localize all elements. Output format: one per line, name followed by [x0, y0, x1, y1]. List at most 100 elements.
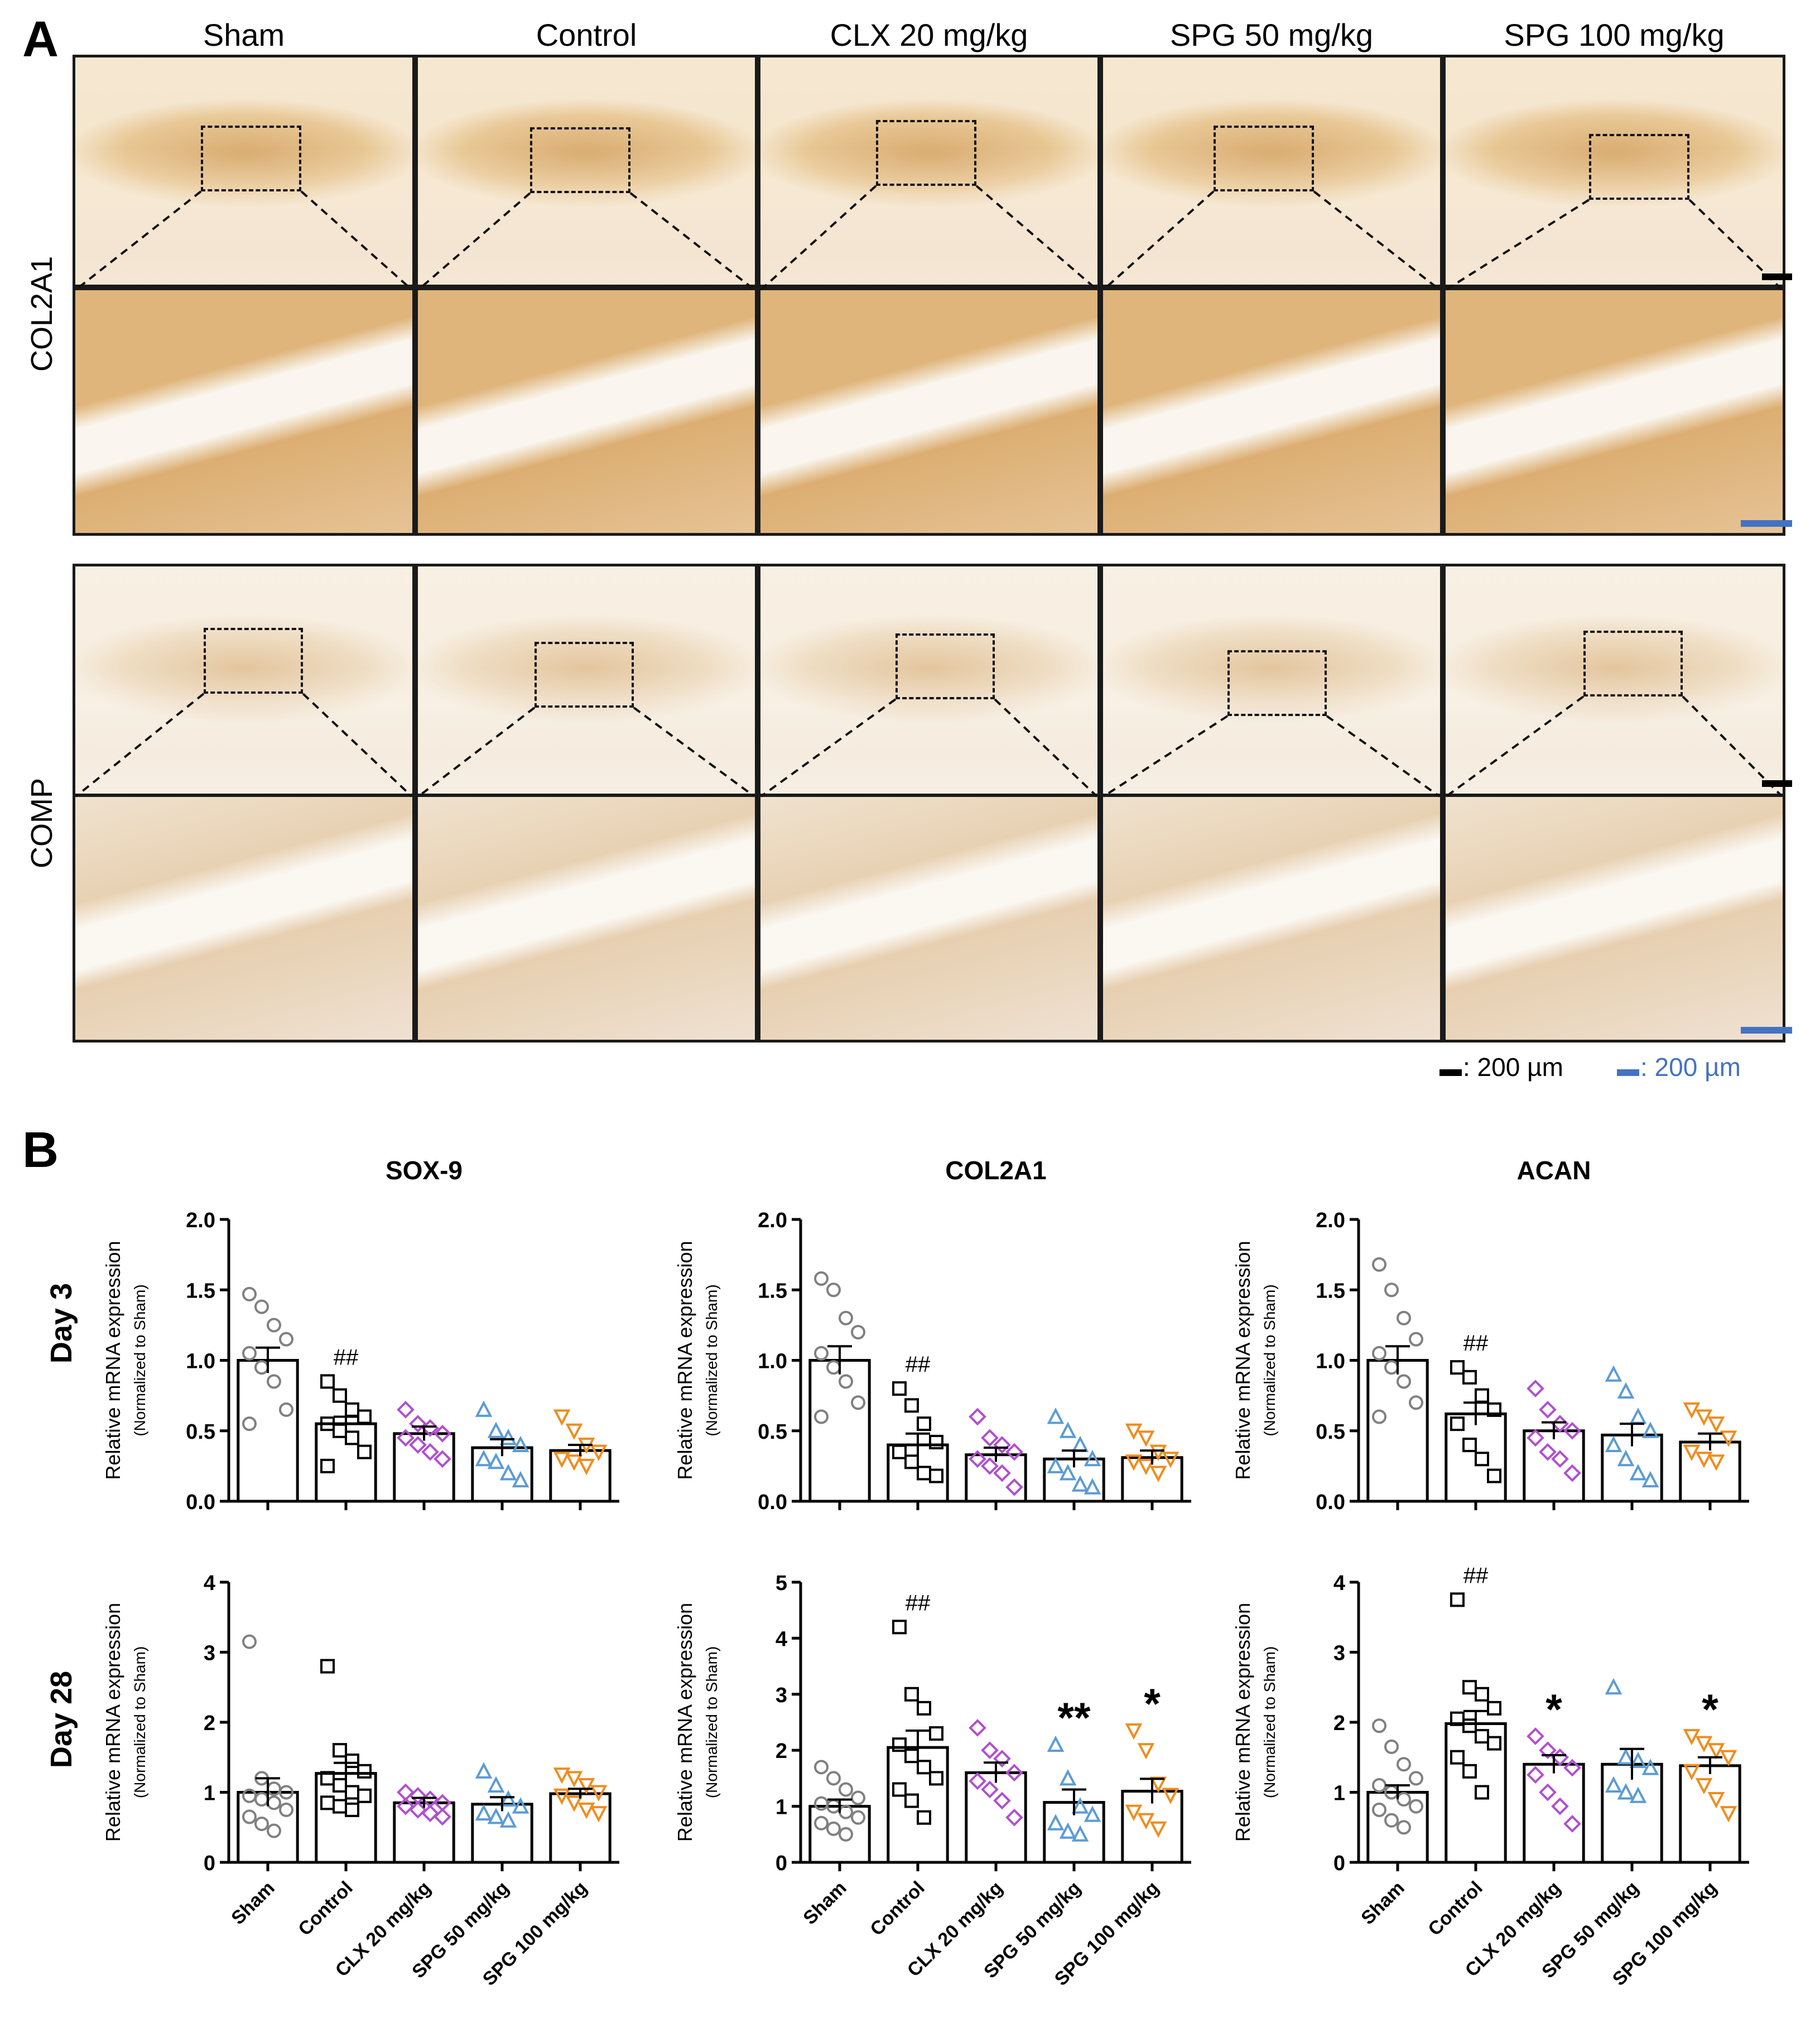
bar-2-4 — [1679, 1440, 1741, 1503]
point-0-0-5 — [254, 1360, 269, 1375]
point-1-3-7 — [1084, 1478, 1101, 1495]
point-0-1-3 — [357, 1409, 372, 1424]
y-tick-label-0-0: 0.0 — [186, 1491, 215, 1514]
y-tick-label-2-4: 2.0 — [1316, 1209, 1345, 1232]
point-0-1-2 — [345, 1402, 359, 1417]
point-1-3-4 — [1047, 1457, 1065, 1473]
point-5-3-4 — [1605, 1776, 1622, 1793]
point-3-1-6 — [345, 1785, 359, 1800]
point-0-0-8 — [242, 1416, 257, 1431]
y-tick-label-5-0: 0 — [1333, 1852, 1345, 1875]
y-tick-label-4-2: 2 — [776, 1740, 787, 1763]
point-2-0-3 — [1409, 1332, 1423, 1347]
point-4-1-8 — [892, 1782, 907, 1797]
point-4-1-1 — [904, 1687, 919, 1702]
point-5-0-6 — [1397, 1792, 1411, 1807]
legend-black-text: : 200 µm — [1463, 1053, 1563, 1082]
point-5-1-6 — [1475, 1729, 1489, 1744]
point-2-2-1 — [1539, 1401, 1557, 1419]
point-0-2-6 — [421, 1443, 439, 1461]
point-1-1-2 — [917, 1416, 931, 1431]
point-5-3-0 — [1605, 1678, 1622, 1695]
x-tick-label-4-0: Sham — [799, 1877, 850, 1929]
point-3-0-3 — [279, 1785, 293, 1800]
point-3-4-1 — [565, 1771, 583, 1788]
point-0-3-5 — [487, 1452, 505, 1469]
column-header-4: SPG 100 mg/kg — [1504, 17, 1725, 52]
point-4-0-2 — [839, 1782, 853, 1797]
micrograph-zoom-0-0 — [73, 287, 415, 536]
point-1-0-1 — [826, 1282, 841, 1298]
point-4-0-4 — [814, 1796, 829, 1811]
point-3-4-5 — [565, 1795, 583, 1812]
y-tick-label-1-2: 1.0 — [758, 1350, 787, 1373]
point-3-1-8 — [320, 1795, 335, 1810]
point-2-2-7 — [1563, 1464, 1581, 1482]
point-2-2-4 — [1527, 1429, 1544, 1447]
point-2-0-2 — [1397, 1310, 1411, 1325]
legend-blue-text: : 200 µm — [1640, 1053, 1741, 1082]
y-axis-sublabel-3: (Normalized to Sham) — [131, 1646, 148, 1798]
x-tick-label-3-1: Control — [294, 1877, 357, 1940]
point-5-2-0 — [1527, 1727, 1544, 1745]
point-4-3-1 — [1059, 1769, 1077, 1786]
point-4-2-3 — [1005, 1764, 1023, 1782]
point-0-2-0 — [397, 1401, 415, 1419]
point-4-2-0 — [969, 1719, 986, 1737]
point-0-4-1 — [565, 1423, 583, 1440]
y-tick-label-1-4: 2.0 — [758, 1209, 787, 1232]
zoom-region-box-0-3 — [1214, 126, 1314, 191]
point-1-0-6 — [839, 1374, 853, 1389]
panel-a-label: A — [22, 12, 59, 68]
point-5-2-7 — [1563, 1815, 1581, 1833]
point-5-3-1 — [1617, 1748, 1635, 1765]
point-5-0-4 — [1372, 1778, 1386, 1793]
point-0-0-0 — [242, 1286, 257, 1301]
point-3-3-3 — [512, 1797, 529, 1814]
point-2-1-7 — [1487, 1468, 1501, 1483]
y-tick-label-1-0: 0.0 — [758, 1491, 787, 1514]
legend-black-bar — [1439, 1069, 1462, 1076]
x-tick-label-3-0: Sham — [227, 1877, 278, 1929]
zoom-region-box-0-2 — [876, 120, 976, 186]
point-2-4-1 — [1695, 1409, 1713, 1426]
point-1-4-3 — [1162, 1452, 1179, 1468]
point-0-2-5 — [409, 1436, 427, 1454]
point-4-1-3 — [929, 1726, 943, 1741]
point-5-3-5 — [1617, 1783, 1635, 1800]
point-5-2-3 — [1563, 1759, 1581, 1777]
y-tick-label-2-1: 0.5 — [1316, 1420, 1345, 1444]
point-5-1-1 — [1462, 1680, 1477, 1695]
point-5-3-2 — [1629, 1751, 1647, 1769]
point-5-0-10 — [1397, 1820, 1411, 1835]
point-4-1-2 — [917, 1700, 931, 1716]
point-2-0-1 — [1384, 1282, 1399, 1298]
point-5-1-10 — [1475, 1785, 1489, 1800]
point-1-1-0 — [892, 1381, 907, 1396]
point-3-4-6 — [577, 1802, 595, 1819]
point-3-0-8 — [242, 1809, 257, 1824]
point-3-1-2 — [345, 1754, 359, 1769]
point-3-1-0 — [320, 1659, 335, 1674]
point-3-3-2 — [499, 1790, 517, 1807]
point-1-0-2 — [839, 1310, 853, 1325]
point-5-1-2 — [1475, 1687, 1489, 1702]
y-tick-label-4-4: 4 — [776, 1627, 787, 1651]
scale-bar-blue-2 — [1741, 1027, 1792, 1034]
significance-4-1: ## — [906, 1591, 931, 1615]
point-1-3-3 — [1084, 1449, 1101, 1467]
point-3-1-1 — [333, 1743, 347, 1758]
point-1-0-5 — [826, 1360, 841, 1375]
column-header-2: CLX 20 mg/kg — [830, 17, 1028, 52]
point-4-4-6 — [1149, 1821, 1167, 1838]
point-2-3-2 — [1629, 1407, 1647, 1424]
point-4-2-7 — [1005, 1808, 1023, 1827]
point-3-0-7 — [279, 1802, 293, 1817]
y-tick-label-3-4: 4 — [204, 1572, 215, 1595]
significance-5-2: * — [1545, 1686, 1562, 1733]
zoom-region-box-0-4 — [1589, 134, 1689, 200]
point-4-1-9 — [904, 1793, 919, 1808]
point-5-4-3 — [1720, 1750, 1737, 1767]
point-0-0-6 — [267, 1374, 281, 1389]
